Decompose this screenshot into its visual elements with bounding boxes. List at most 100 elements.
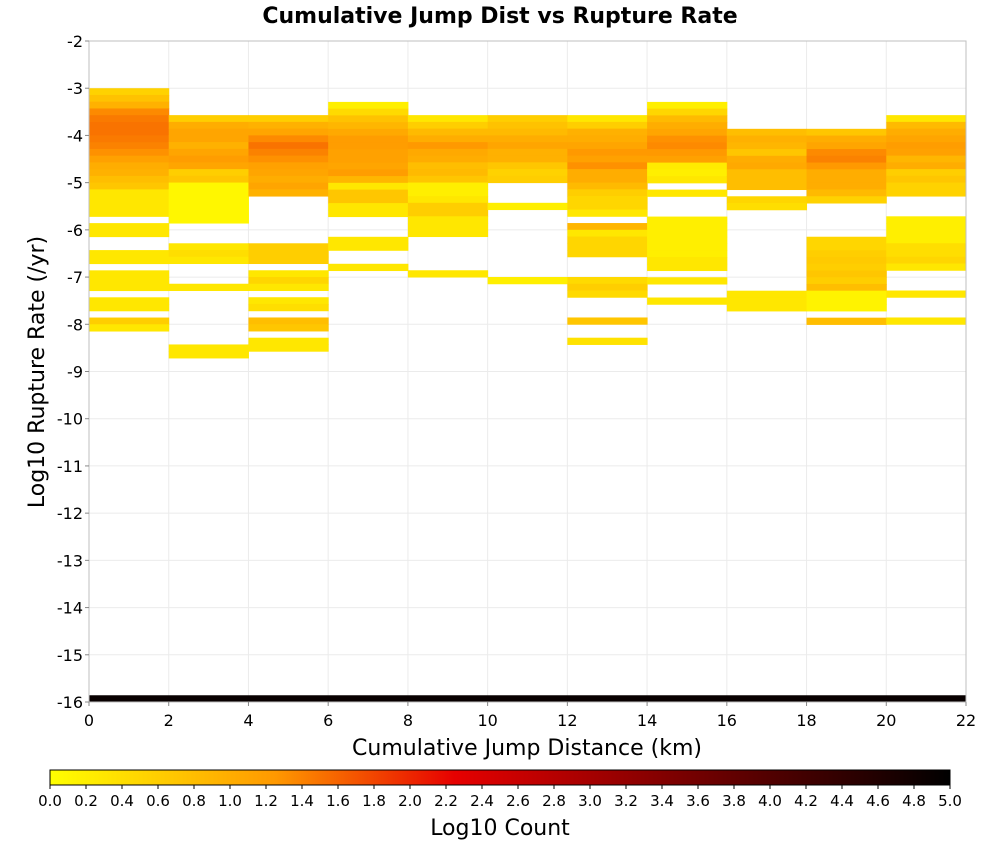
heatmap-cell: [407, 115, 489, 123]
heatmap-cell: [726, 135, 808, 143]
heatmap-cell: [89, 202, 170, 211]
heatmap-cell: [248, 277, 329, 285]
heatmap-cell: [647, 230, 728, 238]
heatmap-cell: [567, 169, 648, 177]
heatmap-cell: [806, 169, 887, 177]
colorbar-tick-label: 2.6: [506, 792, 530, 810]
heatmap-cell: [168, 351, 249, 359]
heatmap-cell: [328, 155, 409, 164]
heatmap-cell: [567, 121, 648, 130]
y-tick-label: -2: [67, 32, 83, 51]
heatmap-cell: [407, 196, 489, 204]
heatmap-cell: [168, 250, 249, 258]
y-tick-label: -7: [67, 268, 83, 287]
heatmap-cell: [806, 182, 887, 191]
heatmap-cell: [806, 149, 887, 157]
heatmap-cell: [89, 128, 170, 136]
heatmap-cell: [248, 128, 329, 136]
heatmap-cell: [328, 189, 409, 197]
heatmap-cell: [806, 155, 887, 164]
heatmap-cell: [806, 256, 887, 265]
y-tick-label: -8: [67, 315, 83, 334]
heatmap-cell: [328, 196, 409, 204]
heatmap-cell: [89, 162, 170, 170]
heatmap-cell: [886, 115, 967, 123]
heatmap-cell: [806, 176, 887, 184]
heatmap-cell: [886, 142, 967, 150]
heatmap-cell: [647, 101, 728, 110]
heatmap-cells: [89, 88, 967, 702]
heatmap-cell: [567, 337, 648, 345]
heatmap-cell: [487, 135, 568, 143]
heatmap-cell: [726, 290, 808, 298]
heatmap-cell: [886, 128, 967, 136]
heatmap-cell: [407, 223, 489, 231]
y-tick-label: -12: [57, 504, 83, 523]
heatmap-cell: [248, 169, 329, 177]
heatmap-cell: [328, 149, 409, 157]
heatmap-cell: [89, 169, 170, 177]
heatmap-cell: [726, 182, 808, 191]
x-tick-label: 6: [323, 711, 333, 730]
heatmap-cell: [647, 263, 728, 272]
heatmap-cell: [886, 263, 967, 271]
heatmap-cell: [647, 297, 728, 305]
heatmap-cell: [567, 223, 648, 231]
x-tick-label: 12: [557, 711, 577, 730]
heatmap-cell: [248, 270, 329, 278]
heatmap-cell: [89, 283, 170, 292]
heatmap-cell: [806, 263, 887, 271]
colorbar-tick-label: 2.4: [470, 792, 494, 810]
heatmap-cell: [567, 182, 648, 190]
x-tick-label: 4: [243, 711, 253, 730]
heatmap-cell: [248, 337, 329, 345]
heatmap-cell: [407, 135, 489, 143]
heatmap-cell: [89, 695, 966, 702]
heatmap-cell: [168, 216, 249, 224]
y-tick-label: -3: [67, 79, 83, 98]
heatmap-cell: [328, 203, 409, 211]
heatmap-cell: [886, 317, 967, 325]
heatmap-cell: [726, 304, 808, 312]
y-axis-ticks: -2 -3 -4 -5 -6 -7 -8 -9 -10 -11 -12 -13 -14 -15 -16: [57, 32, 89, 712]
heatmap-cell: [567, 115, 648, 123]
y-tick-label: -13: [57, 551, 83, 570]
heatmap-cell: [407, 216, 489, 224]
heatmap-cell: [886, 216, 967, 224]
heatmap-cell: [726, 176, 808, 184]
heatmap-cell: [89, 317, 170, 325]
heatmap-cell: [407, 209, 489, 217]
heatmap-cell: [487, 155, 568, 163]
heatmap-cell: [726, 149, 808, 157]
heatmap-cell: [89, 297, 170, 305]
colorbar-tick-label: 0.2: [74, 792, 98, 810]
heatmap-cell: [328, 142, 409, 150]
colorbar-tick-label: 3.2: [614, 792, 638, 810]
colorbar-tick-label: 0.0: [38, 792, 62, 810]
heatmap-cell: [647, 135, 728, 143]
heatmap-cell: [567, 236, 648, 244]
heatmap-cell: [567, 202, 648, 211]
heatmap-cell: [407, 182, 489, 190]
y-tick-label: -15: [57, 646, 83, 665]
heatmap-cell: [647, 162, 728, 170]
heatmap-cell: [647, 115, 728, 123]
heatmap-cell: [89, 142, 170, 150]
colorbar-tick-label: 3.4: [650, 792, 674, 810]
heatmap-cell: [89, 324, 170, 332]
heatmap-cell: [89, 182, 170, 190]
heatmap-cell: [89, 209, 170, 217]
colorbar-label: Log10 Count: [430, 816, 570, 841]
heatmap-cell: [647, 243, 728, 251]
heatmap-cell: [248, 243, 329, 251]
heatmap-cell: [726, 162, 808, 170]
colorbar-tick-label: 1.0: [218, 792, 242, 810]
heatmap-cell: [886, 175, 967, 184]
heatmap-cell: [487, 148, 568, 157]
heatmap-cell: [89, 229, 170, 238]
heatmap-cell: [647, 155, 728, 164]
heatmap-cell: [89, 135, 170, 143]
heatmap-cell: [567, 196, 648, 204]
heatmap-cell: [248, 283, 329, 291]
heatmap-cell: [567, 229, 648, 238]
